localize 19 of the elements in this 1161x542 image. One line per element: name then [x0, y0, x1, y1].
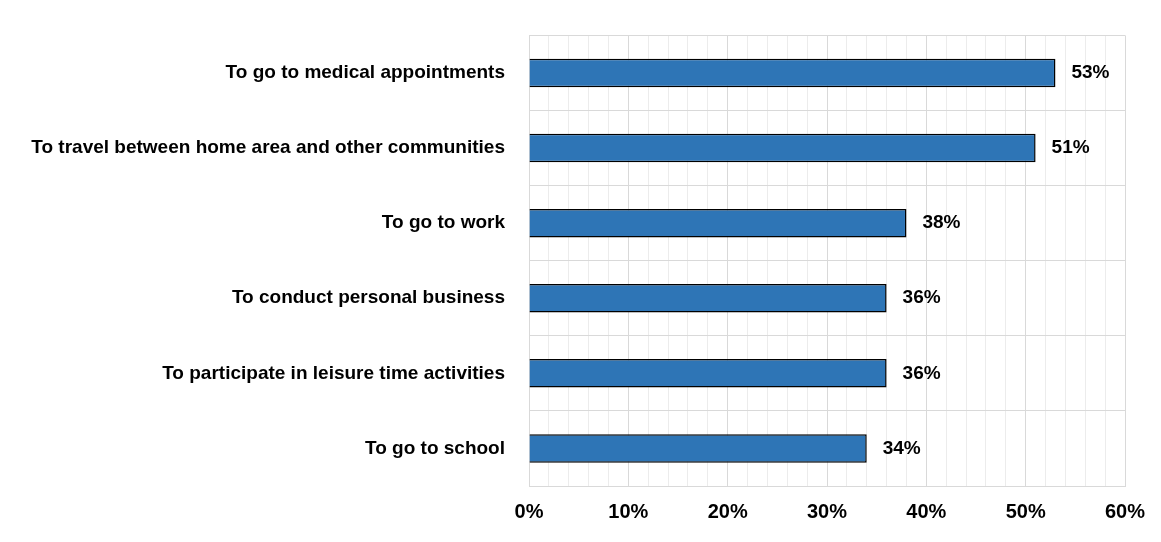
y-tick-label: To go to work — [381, 211, 506, 233]
x-tick-label: 0% — [514, 499, 544, 522]
y-tick-label: To go to medical appointments — [225, 61, 505, 83]
y-tick-label: To go to school — [364, 436, 505, 458]
x-tick-label: 60% — [1104, 499, 1146, 522]
x-tick-label: 40% — [906, 499, 947, 522]
y-tick-label: To conduct personal business — [231, 286, 505, 308]
data-label: 34% — [882, 436, 921, 458]
data-label: 36% — [902, 286, 941, 308]
data-label: 53% — [1071, 61, 1110, 83]
x-tick-label: 10% — [608, 499, 649, 522]
data-label: 36% — [902, 361, 941, 383]
data-label: 38% — [922, 211, 961, 233]
y-tick-label: To travel between home area and other communities — [31, 136, 505, 158]
y-tick-label: To participate in leisure time activities — [162, 361, 505, 383]
x-tick-label: 20% — [707, 499, 748, 522]
x-tick-label: 30% — [806, 499, 848, 522]
x-tick-label: 50% — [1005, 499, 1046, 522]
data-label: 51% — [1051, 136, 1090, 158]
